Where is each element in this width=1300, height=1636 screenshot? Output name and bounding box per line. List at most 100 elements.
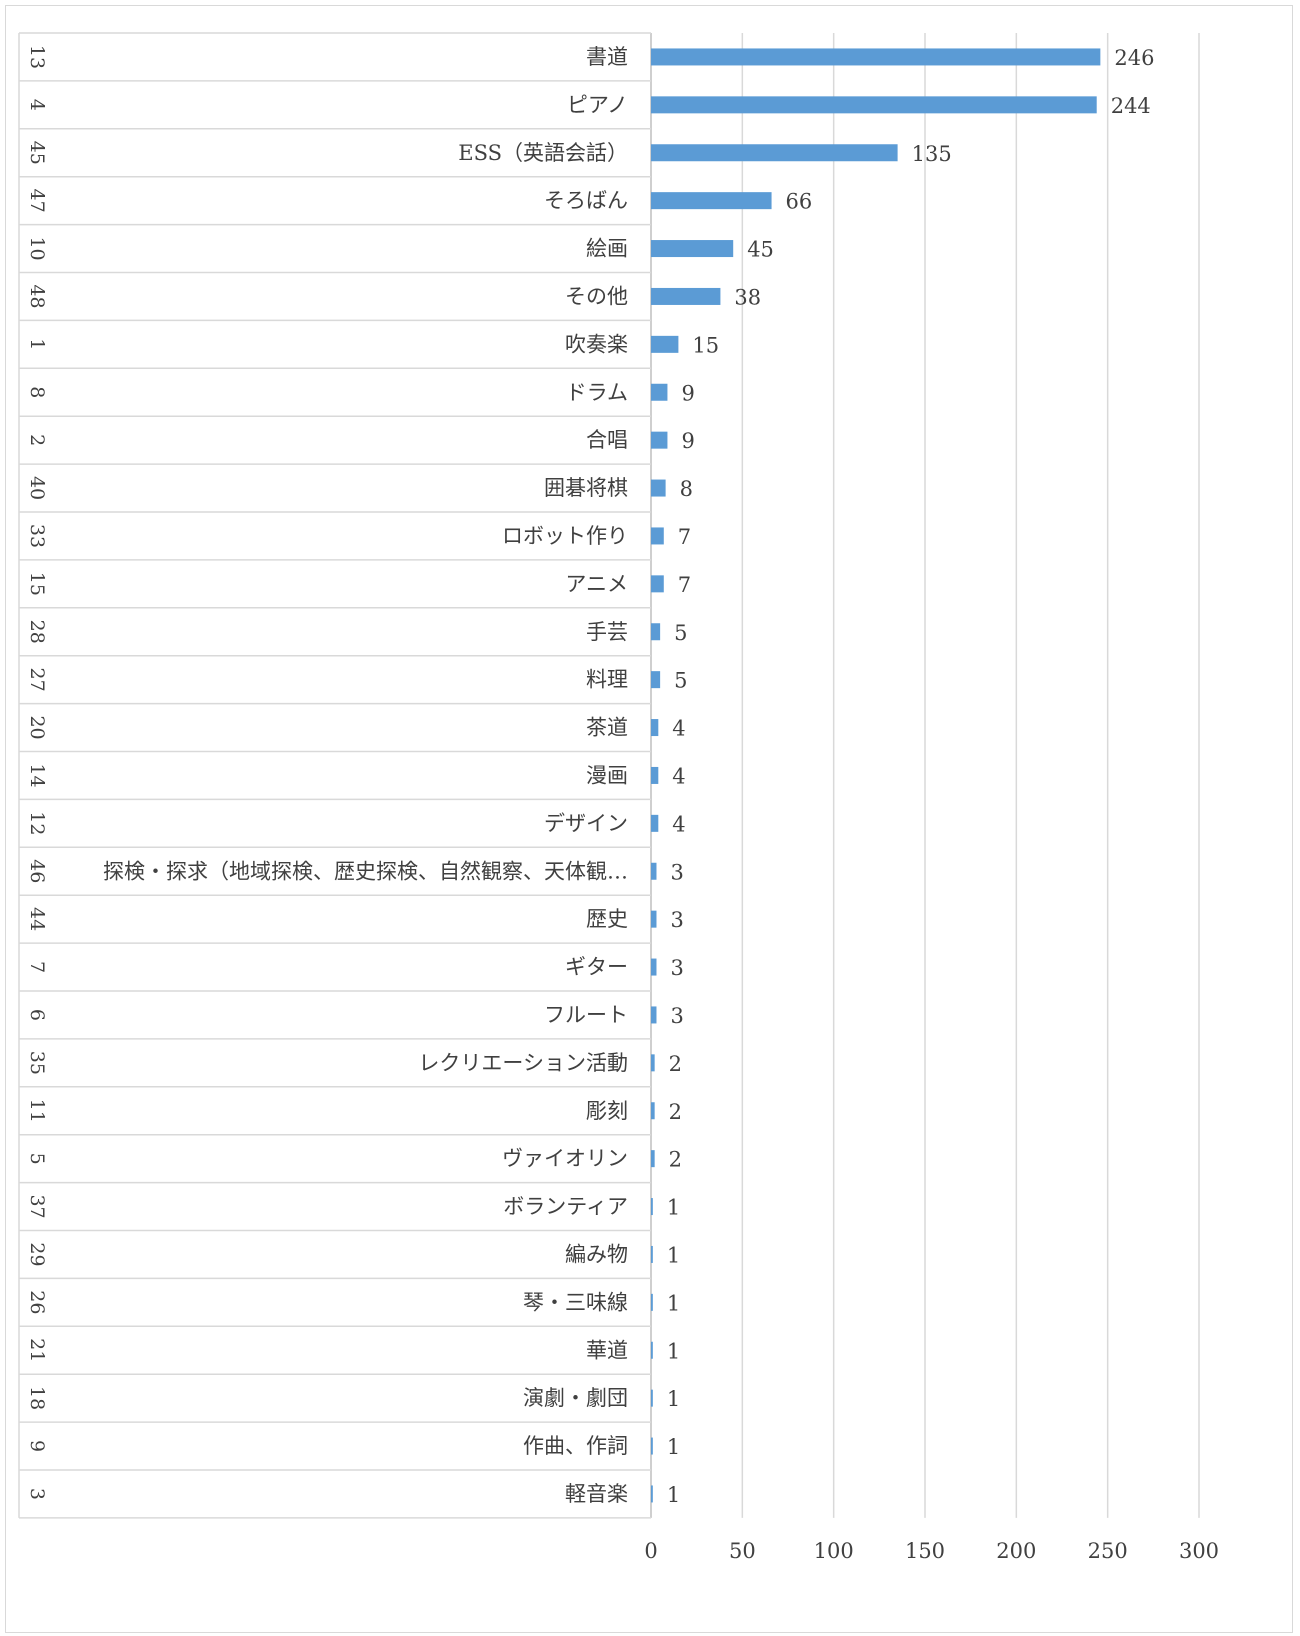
data-label: 4: [672, 812, 685, 836]
category-code-label: 44: [26, 907, 48, 931]
category-code-label: 3: [26, 1488, 48, 1500]
bar: [651, 1245, 653, 1263]
category-code-label: 18: [26, 1386, 48, 1410]
bar: [651, 1054, 655, 1072]
bar: [651, 240, 734, 258]
data-label: 1: [667, 1387, 680, 1411]
category-label: 作曲、作詞: [523, 1434, 628, 1458]
bar: [651, 958, 657, 976]
bar: [651, 623, 661, 641]
category-code-label: 47: [26, 189, 48, 213]
category-code-label: 45: [26, 141, 48, 165]
data-label: 5: [674, 621, 687, 645]
category-label: 歴史: [586, 907, 628, 931]
bar: [651, 383, 668, 401]
bar: [651, 431, 668, 449]
category-code-label: 28: [26, 620, 48, 644]
x-tick-label: 50: [729, 1539, 756, 1563]
category-label: ギター: [565, 955, 628, 979]
data-label: 8: [680, 477, 693, 501]
category-code-label: 1: [26, 338, 48, 350]
bar: [651, 335, 679, 353]
category-label: 演劇・劇団: [523, 1386, 628, 1410]
category-code-label: 14: [26, 763, 48, 787]
data-label: 4: [672, 764, 685, 788]
category-label: その他: [565, 284, 628, 308]
data-label: 9: [681, 381, 694, 405]
category-code-label: 13: [26, 45, 48, 69]
bar: [651, 48, 1101, 66]
data-label: 7: [678, 525, 691, 549]
category-code-label: 27: [26, 668, 48, 692]
category-label: 囲碁将棋: [544, 476, 628, 500]
x-tick-label: 150: [905, 1539, 945, 1563]
category-label: 書道: [586, 45, 628, 69]
category-code-label: 12: [26, 811, 48, 835]
x-tick-label: 200: [996, 1539, 1036, 1563]
category-code-label: 20: [26, 715, 48, 739]
data-label: 3: [670, 860, 683, 884]
data-label: 66: [786, 190, 813, 214]
data-label: 38: [734, 285, 761, 309]
category-code-label: 40: [26, 476, 48, 500]
category-label: 軽音楽: [565, 1482, 628, 1506]
bar: [651, 814, 659, 832]
category-label: ピアノ: [567, 93, 628, 117]
category-code-label: 35: [26, 1051, 48, 1075]
bar: [651, 1102, 655, 1120]
bar: [651, 479, 666, 497]
data-label: 4: [672, 717, 685, 741]
bar: [651, 192, 772, 210]
data-label: 1: [667, 1483, 680, 1507]
category-label: 絵画: [586, 237, 628, 261]
bar: [651, 96, 1097, 114]
category-label: レクリエーション活動: [418, 1051, 628, 1075]
x-tick-label: 300: [1179, 1539, 1219, 1563]
data-label: 7: [678, 573, 691, 597]
bar: [651, 1006, 657, 1024]
data-label: 2: [669, 1148, 682, 1172]
data-label: 2: [669, 1100, 682, 1124]
data-label: 15: [692, 333, 719, 357]
bar: [651, 910, 657, 928]
category-label: ESS（英語会話）: [458, 141, 628, 165]
data-label: 5: [674, 669, 687, 693]
category-code-label: 48: [26, 284, 48, 308]
category-label: アニメ: [565, 572, 628, 596]
bar: [651, 144, 898, 162]
category-label: 編み物: [565, 1242, 628, 1266]
bar: [651, 1293, 653, 1311]
data-label: 9: [681, 429, 694, 453]
data-label: 3: [670, 956, 683, 980]
bar: [651, 575, 664, 593]
category-label: 彫刻: [586, 1099, 628, 1123]
category-label: 吹奏楽: [565, 332, 628, 356]
category-label: 琴・三味線: [523, 1290, 628, 1314]
bar: [651, 1389, 653, 1407]
data-label: 3: [670, 908, 683, 932]
category-label: 探検・探求（地域探検、歴史探検、自然観察、天体観…: [103, 859, 628, 883]
category-label: 茶道: [586, 716, 628, 740]
category-code-label: 9: [26, 1440, 48, 1452]
bar: [651, 1485, 653, 1503]
category-label: 華道: [586, 1338, 628, 1362]
data-label: 135: [912, 142, 952, 166]
bar: [651, 527, 664, 545]
category-code-label: 11: [26, 1099, 48, 1123]
data-label: 1: [667, 1291, 680, 1315]
bar: [651, 287, 721, 305]
bar: [651, 671, 661, 689]
category-code-label: 37: [26, 1194, 48, 1218]
category-code-label: 10: [26, 236, 48, 260]
bar: [651, 719, 659, 737]
bar: [651, 766, 659, 784]
category-code-label: 15: [26, 572, 48, 596]
data-label: 3: [670, 1004, 683, 1028]
data-label: 1: [667, 1435, 680, 1459]
category-label: ボランティア: [503, 1195, 628, 1219]
category-code-label: 8: [26, 386, 48, 398]
category-label: 漫画: [586, 763, 628, 787]
x-tick-label: 100: [814, 1539, 854, 1563]
category-label: ロボット作り: [502, 524, 628, 548]
